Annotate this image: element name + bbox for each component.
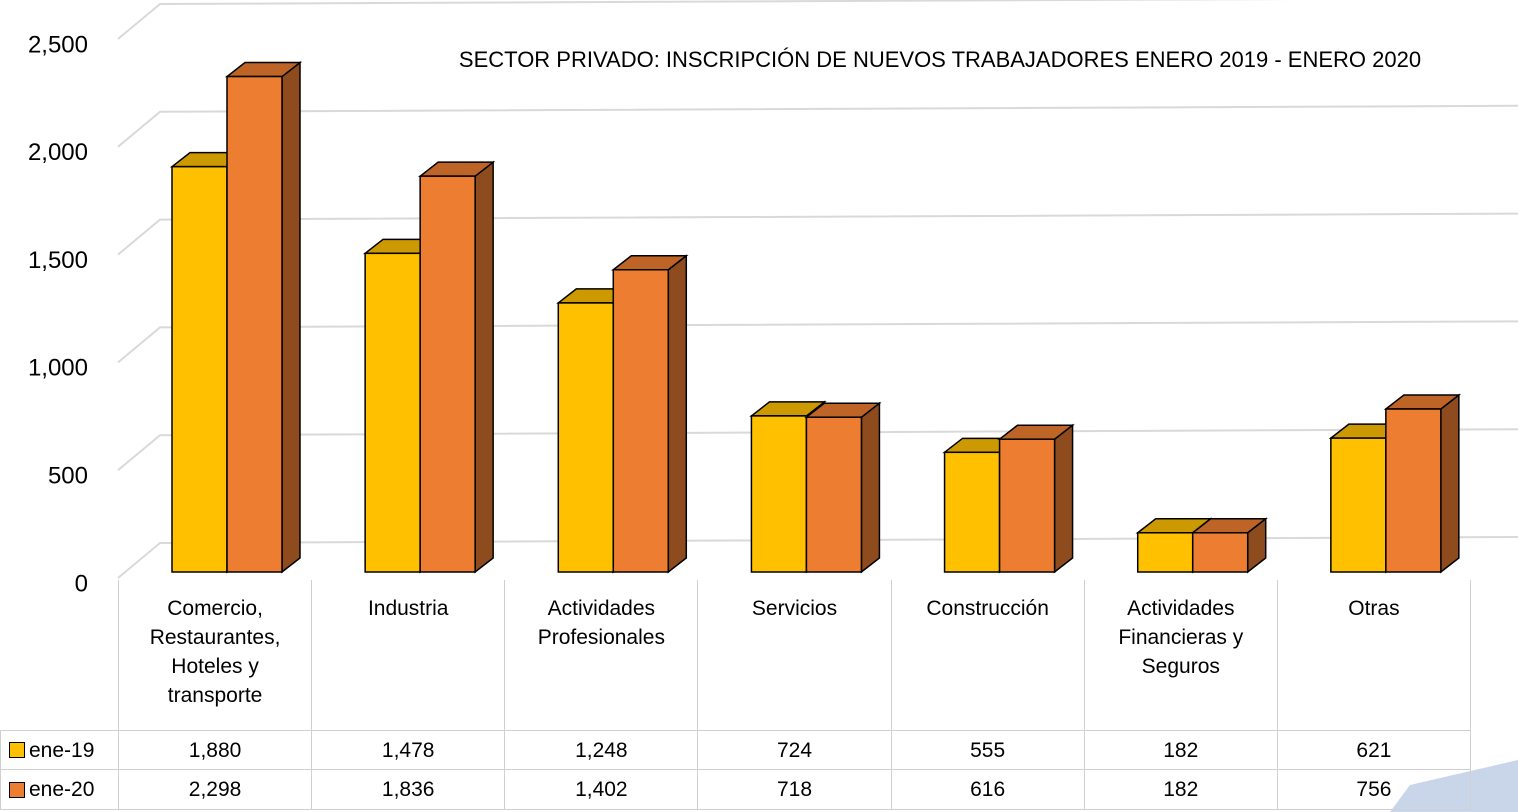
decoration bbox=[1390, 760, 1518, 812]
bar bbox=[417, 160, 496, 574]
bar-front bbox=[805, 416, 863, 573]
category-label: Comercio, Restaurantes, Hoteles y transp… bbox=[118, 580, 311, 730]
table-value: 1,880 bbox=[118, 730, 312, 770]
category-label: Construcción bbox=[890, 580, 1084, 730]
bar-front bbox=[226, 75, 283, 573]
y-tick-label: 2,500 bbox=[28, 31, 88, 58]
bar bbox=[997, 423, 1075, 574]
legend-entry: ene-19 bbox=[0, 730, 118, 770]
table-value: 724 bbox=[697, 730, 891, 770]
chart-title: SECTOR PRIVADO: INSCRIPCIÓN DE NUEVOS TR… bbox=[459, 47, 1421, 72]
bar bbox=[804, 401, 882, 574]
bar bbox=[1383, 393, 1462, 574]
y-tick-label: 2,000 bbox=[28, 139, 88, 166]
bar-front bbox=[998, 438, 1056, 573]
table-edge bbox=[1470, 580, 1471, 730]
grid-line bbox=[117, 0, 1292, 40]
bar-front bbox=[943, 451, 1001, 573]
bar-front bbox=[750, 415, 808, 573]
legend-swatch bbox=[9, 742, 25, 758]
category-label: Otras bbox=[1276, 580, 1470, 730]
grid-line bbox=[117, 212, 1518, 256]
bar-front bbox=[364, 252, 421, 573]
bar-front bbox=[557, 302, 615, 573]
grid-line bbox=[117, 320, 1518, 364]
category-label: Actividades Financieras y Seguros bbox=[1083, 580, 1277, 730]
y-tick-label: 500 bbox=[48, 463, 88, 490]
bar-side bbox=[1440, 393, 1460, 574]
bar-front bbox=[171, 165, 228, 573]
table-value: 182 bbox=[1083, 770, 1277, 810]
bar-side bbox=[667, 254, 688, 574]
bar bbox=[224, 61, 303, 574]
table-value: 756 bbox=[1276, 770, 1470, 810]
category-label: Actividades Profesionales bbox=[504, 580, 697, 730]
table-value: 1,836 bbox=[311, 770, 505, 810]
table-value: 1,402 bbox=[504, 770, 698, 810]
category-label: Industria bbox=[311, 580, 504, 730]
y-tick-label: 1,000 bbox=[28, 355, 88, 382]
bar-front bbox=[612, 268, 670, 573]
bar-side bbox=[860, 401, 881, 574]
legend-label: ene-20 bbox=[29, 778, 95, 801]
y-tick-label: 0 bbox=[75, 570, 88, 597]
bar-side bbox=[1053, 423, 1074, 574]
bar-front bbox=[1330, 437, 1387, 573]
bar-side bbox=[281, 61, 301, 574]
table-value: 182 bbox=[1083, 730, 1277, 770]
legend-entry: ene-20 bbox=[0, 770, 118, 810]
y-tick-label: 1,500 bbox=[28, 247, 88, 274]
bar bbox=[1135, 517, 1213, 574]
legend-swatch bbox=[9, 781, 25, 798]
bar bbox=[1190, 517, 1268, 574]
bar-side bbox=[474, 160, 494, 574]
table-edge bbox=[1470, 770, 1471, 810]
bar bbox=[611, 254, 689, 574]
grid-line bbox=[117, 104, 1518, 148]
table-edge bbox=[1470, 730, 1471, 770]
table-value: 1,248 bbox=[504, 730, 698, 770]
table-value: 2,298 bbox=[118, 770, 312, 810]
bar-front bbox=[1385, 408, 1442, 573]
table-value: 718 bbox=[697, 770, 891, 810]
table-value: 621 bbox=[1276, 730, 1470, 770]
table-value: 616 bbox=[890, 770, 1084, 810]
category-label: Servicios bbox=[697, 580, 890, 730]
bar-front bbox=[1191, 532, 1249, 573]
table-value: 555 bbox=[890, 730, 1084, 770]
legend-label: ene-19 bbox=[29, 738, 95, 762]
table-value: 1,478 bbox=[311, 730, 505, 770]
bar-front bbox=[419, 175, 476, 573]
bar-front bbox=[1136, 532, 1194, 573]
